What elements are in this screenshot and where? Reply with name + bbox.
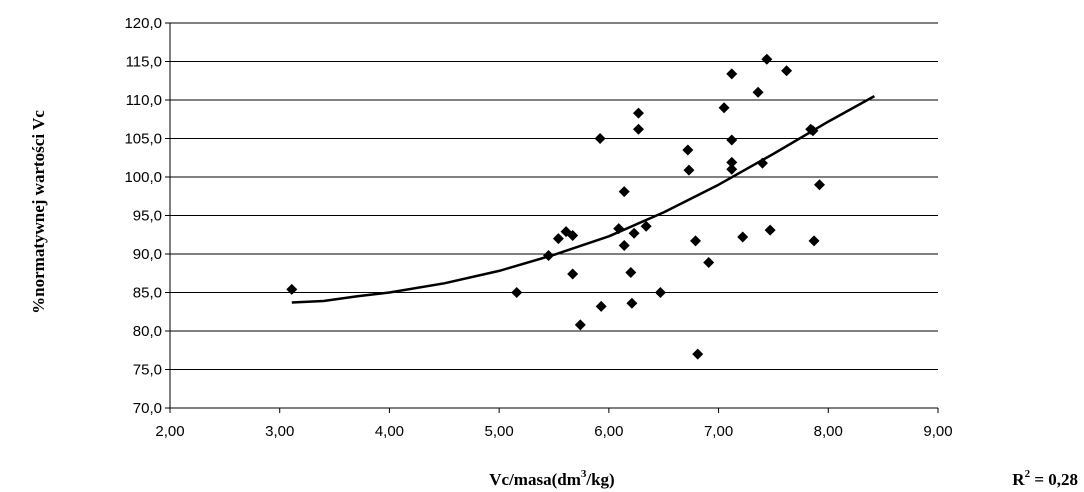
y-tick-labels: 70,0 75,0 80,0 85,0 90,0 95,0 100,0 105,0 110,0 1… [124, 15, 162, 417]
y-tick-label: 75,0 [133, 362, 162, 379]
data-point-marker [286, 283, 298, 295]
data-point-marker [632, 123, 644, 135]
data-point-marker [632, 107, 644, 119]
data-point-marker [807, 125, 819, 137]
r-squared-annotation: R2 = 0,28 [1012, 468, 1078, 489]
x-tick-label: 6,00 [594, 423, 623, 440]
data-point-marker [594, 133, 606, 144]
y-tick-label: 85,0 [133, 285, 162, 302]
data-point-marker [703, 256, 715, 268]
data-point-marker [683, 164, 695, 176]
data-point-marker [618, 186, 630, 198]
data-point-marker [756, 157, 768, 169]
x-axis-title: Vc/masa(dm3/kg) [489, 468, 614, 489]
data-point-marker [574, 319, 586, 331]
data-point-marker [543, 250, 555, 262]
y-tick-label: 110,0 [126, 92, 162, 109]
grid-lines [170, 22, 938, 370]
data-point-marker [618, 240, 630, 252]
data-point-marker [737, 231, 749, 243]
data-point-marker [567, 230, 579, 242]
y-axis-title: %normatywnej wartości Vc [29, 110, 48, 314]
y-tick-label: 90,0 [133, 246, 162, 263]
data-point-marker [552, 233, 564, 245]
data-point-marker [726, 134, 738, 146]
data-point-marker [692, 348, 704, 360]
y-tick-label: 80,0 [133, 323, 162, 340]
x-tick-label: 3,00 [265, 423, 294, 440]
y-tick-label: 115,0 [126, 54, 162, 71]
data-point-marker [761, 53, 773, 65]
data-point-marker [781, 65, 793, 77]
y-tick-label: 100,0 [124, 169, 162, 186]
data-point-marker [752, 86, 764, 98]
x-tick-label: 7,00 [704, 423, 733, 440]
axes [165, 22, 939, 413]
data-point-marker [808, 235, 820, 247]
data-point-marker [690, 235, 702, 247]
data-point-marker [613, 223, 625, 235]
data-point-marker [718, 102, 730, 114]
data-point-marker [628, 227, 640, 239]
x-tick-label: 2,00 [155, 423, 184, 440]
data-points [286, 53, 826, 360]
x-tick-label: 5,00 [485, 423, 514, 440]
data-point-marker [726, 156, 738, 168]
y-tick-label: 105,0 [124, 131, 162, 148]
data-point-marker [626, 297, 638, 309]
x-tick-labels: 2,00 3,00 4,00 5,00 6,00 7,00 8,00 9,00 [155, 423, 952, 440]
data-point-marker [726, 163, 738, 175]
data-point-marker [682, 144, 694, 156]
x-tick-label: 8,00 [814, 423, 843, 440]
y-tick-label: 70,0 [133, 400, 162, 417]
trendline-path [291, 95, 876, 304]
data-point-marker [640, 220, 652, 232]
data-point-marker [764, 224, 776, 236]
data-point-marker [654, 287, 666, 298]
data-point-marker [595, 300, 607, 312]
x-tick-label: 4,00 [375, 423, 404, 440]
data-point-marker [511, 287, 523, 298]
trendline [291, 95, 876, 304]
data-point-marker [625, 266, 637, 278]
data-point-marker [814, 179, 826, 191]
data-point-marker [726, 68, 738, 80]
data-point-marker [567, 268, 579, 280]
y-tick-label: 120,0 [124, 15, 162, 32]
x-tick-label: 9,00 [923, 423, 952, 440]
y-tick-label: 95,0 [133, 208, 162, 225]
